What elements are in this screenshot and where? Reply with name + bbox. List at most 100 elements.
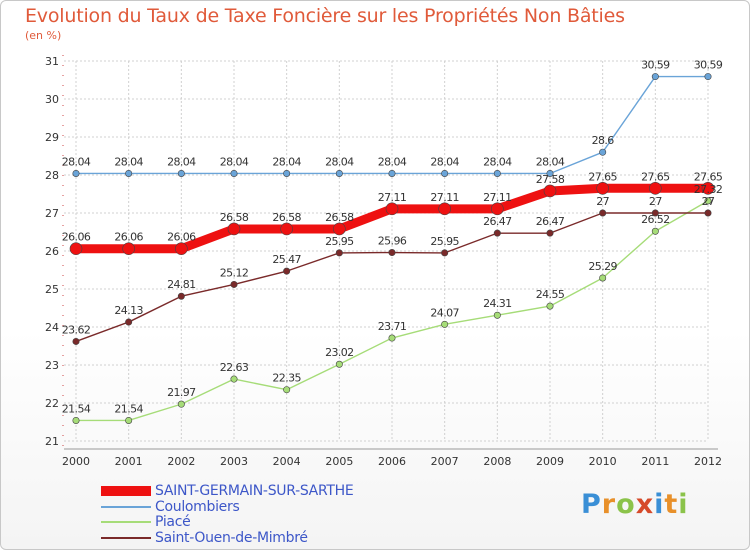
data-label-3-2: 26.06 bbox=[167, 231, 196, 244]
data-point-0-10 bbox=[599, 148, 607, 156]
data-point-0-7 bbox=[441, 169, 449, 177]
data-point-1-4 bbox=[283, 386, 291, 394]
data-point-1-5 bbox=[335, 360, 343, 368]
logo-letter: P bbox=[581, 489, 602, 520]
data-label-2-7: 25.95 bbox=[430, 235, 459, 248]
data-point-1-6 bbox=[388, 334, 396, 342]
data-label-3-9: 27.58 bbox=[536, 173, 565, 186]
data-point-2-5 bbox=[335, 249, 343, 257]
y-tick-label-23: 23 bbox=[45, 359, 59, 372]
y-tick-label-26: 26 bbox=[45, 245, 59, 258]
y-tick-label-21: 21 bbox=[45, 435, 59, 448]
data-label-0-6: 28.04 bbox=[378, 155, 407, 168]
data-label-1-4: 22.35 bbox=[272, 372, 301, 385]
x-tick-label-2007: 2007 bbox=[431, 455, 459, 468]
data-point-3-5 bbox=[333, 222, 346, 236]
x-tick-label-2008: 2008 bbox=[483, 455, 511, 468]
y-tick-label-28: 28 bbox=[45, 169, 59, 182]
legend-label: Coulombiers bbox=[155, 498, 240, 515]
data-point-3-2 bbox=[175, 242, 188, 256]
proxiti-logo: Proxiti bbox=[581, 489, 689, 520]
data-label-0-3: 28.04 bbox=[220, 155, 249, 168]
logo-letter: t bbox=[664, 489, 679, 520]
chart-title: Evolution du Taux de Taxe Foncière sur l… bbox=[25, 5, 625, 27]
data-label-0-1: 28.04 bbox=[114, 155, 143, 168]
data-label-3-11: 27.65 bbox=[641, 170, 670, 183]
data-point-0-2 bbox=[177, 169, 185, 177]
data-point-3-1 bbox=[122, 242, 135, 256]
data-point-1-7 bbox=[441, 320, 449, 328]
data-point-3-10 bbox=[596, 182, 609, 195]
data-label-1-3: 22.63 bbox=[220, 361, 249, 374]
legend-swatch bbox=[101, 486, 151, 496]
data-label-3-8: 27.11 bbox=[483, 191, 512, 204]
data-point-3-12 bbox=[701, 182, 715, 195]
data-point-3-3 bbox=[227, 222, 241, 236]
data-point-2-0 bbox=[72, 337, 80, 345]
data-point-2-2 bbox=[177, 292, 185, 300]
data-point-0-4 bbox=[283, 169, 291, 177]
data-label-3-12: 27.65 bbox=[694, 170, 723, 183]
data-point-3-6 bbox=[385, 202, 399, 216]
legend-swatch bbox=[101, 505, 151, 508]
legend-label: Piacé bbox=[155, 514, 191, 530]
data-point-1-12 bbox=[704, 197, 712, 205]
data-point-1-0 bbox=[72, 416, 80, 424]
x-tick-label-2002: 2002 bbox=[167, 455, 195, 468]
logo-letter: o bbox=[616, 489, 636, 520]
data-label-1-7: 24.07 bbox=[430, 306, 459, 319]
data-point-0-9 bbox=[546, 169, 554, 177]
data-label-2-4: 25.47 bbox=[272, 253, 301, 266]
data-label-0-7: 28.04 bbox=[430, 155, 459, 168]
data-label-1-9: 24.55 bbox=[536, 288, 565, 301]
data-label-1-8: 24.31 bbox=[483, 297, 512, 310]
x-tick-label-2009: 2009 bbox=[536, 455, 564, 468]
data-point-2-3 bbox=[230, 280, 238, 288]
data-label-1-12: 27.32 bbox=[694, 183, 723, 196]
legend-swatch bbox=[101, 536, 151, 539]
data-label-1-1: 21.54 bbox=[114, 402, 143, 415]
data-label-3-0: 26.06 bbox=[62, 231, 91, 244]
data-label-0-12: 30.59 bbox=[694, 59, 723, 72]
data-point-0-8 bbox=[493, 169, 501, 177]
data-point-1-8 bbox=[493, 311, 501, 319]
data-label-2-8: 26.47 bbox=[483, 215, 512, 228]
data-point-2-4 bbox=[283, 267, 291, 275]
data-label-1-11: 26.52 bbox=[641, 213, 670, 226]
data-point-0-6 bbox=[388, 169, 396, 177]
data-point-1-3 bbox=[230, 375, 238, 383]
y-tick-label-29: 29 bbox=[45, 131, 59, 144]
x-tick-label-2004: 2004 bbox=[273, 455, 301, 468]
data-label-2-5: 25.95 bbox=[325, 235, 354, 248]
logo-letter: i bbox=[654, 489, 665, 520]
data-label-1-5: 23.02 bbox=[325, 346, 354, 359]
data-label-3-6: 27.11 bbox=[378, 191, 407, 204]
data-label-0-0: 28.04 bbox=[62, 155, 91, 168]
data-point-0-5 bbox=[335, 169, 343, 177]
data-label-3-7: 27.11 bbox=[430, 191, 459, 204]
y-tick-label-25: 25 bbox=[45, 283, 59, 296]
x-tick-label-2011: 2011 bbox=[641, 455, 669, 468]
data-point-2-8 bbox=[493, 229, 501, 237]
data-point-2-7 bbox=[441, 249, 449, 257]
data-label-3-1: 26.06 bbox=[114, 231, 143, 244]
y-tick-label-30: 30 bbox=[45, 93, 59, 106]
chart-subtitle: (en %) bbox=[25, 29, 62, 42]
data-label-0-10: 28.6 bbox=[592, 134, 615, 147]
data-point-2-9 bbox=[546, 229, 554, 237]
data-point-0-1 bbox=[125, 169, 133, 177]
data-point-0-12 bbox=[704, 73, 712, 81]
data-label-1-2: 21.97 bbox=[167, 386, 196, 399]
y-tick-label-27: 27 bbox=[45, 207, 59, 220]
data-label-2-6: 25.96 bbox=[378, 235, 407, 248]
data-label-1-0: 21.54 bbox=[62, 402, 91, 415]
data-point-1-11 bbox=[651, 227, 659, 235]
data-label-3-10: 27.65 bbox=[588, 170, 617, 183]
data-label-1-6: 23.71 bbox=[378, 320, 407, 333]
x-tick-label-2005: 2005 bbox=[325, 455, 353, 468]
data-label-0-2: 28.04 bbox=[167, 155, 196, 168]
data-point-0-11 bbox=[651, 73, 659, 81]
legend-label: SAINT-GERMAIN-SUR-SARTHE bbox=[155, 483, 354, 499]
data-label-0-5: 28.04 bbox=[325, 155, 354, 168]
